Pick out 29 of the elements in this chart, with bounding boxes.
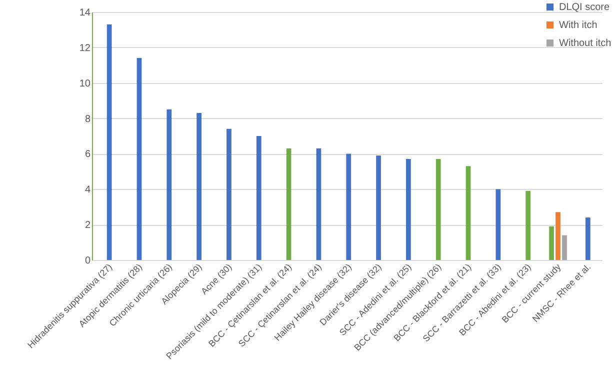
bar: [556, 212, 560, 260]
y-tick-label: 6: [84, 149, 91, 160]
bar: [196, 112, 202, 260]
bar: [256, 136, 262, 260]
legend-label: With itch: [559, 20, 598, 31]
bar: [496, 189, 501, 260]
bar: [226, 128, 232, 260]
y-tick-label: 10: [79, 78, 91, 90]
bar: [166, 109, 172, 260]
y-tick-label: 8: [84, 114, 91, 125]
y-tick-label: 12: [79, 42, 91, 54]
bar: [562, 235, 567, 260]
bar: [526, 190, 531, 260]
bar: [436, 159, 441, 260]
bar: [316, 148, 322, 260]
bar: [346, 154, 352, 260]
y-tick-label: 4: [84, 184, 91, 196]
bar: [406, 159, 411, 260]
y-tick-label: 0: [84, 256, 91, 266]
bar: [466, 166, 471, 260]
bar: [286, 148, 292, 260]
bar: [136, 58, 142, 260]
bar: [585, 217, 590, 260]
legend-label: Without itch: [559, 38, 612, 49]
legend-label: DLQI score: [559, 2, 610, 13]
y-tick-label: 14: [79, 8, 91, 18]
bar: [106, 24, 112, 260]
y-tick-label: 2: [84, 220, 91, 232]
bar: [376, 155, 381, 260]
